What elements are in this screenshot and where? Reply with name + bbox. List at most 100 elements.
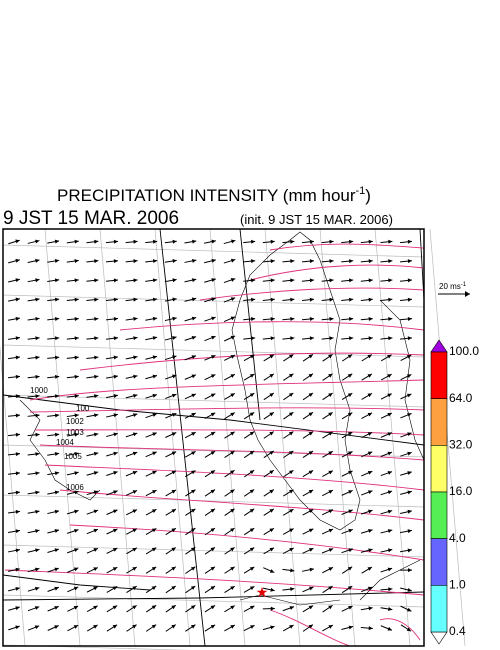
wind-arrow-head: [54, 606, 59, 610]
wind-arrow-head: [249, 431, 255, 436]
wind-arrow-head: [93, 471, 99, 475]
wind-arrow-head: [388, 239, 393, 244]
colorbar-label: 64.0: [449, 391, 473, 405]
wind-arrow-head: [54, 625, 59, 629]
wind-arrow-head: [388, 297, 393, 302]
wind-arrow-head: [190, 508, 196, 513]
wind-arrow-head: [249, 586, 255, 591]
wind-arrow-head: [308, 605, 314, 610]
wind-arrow-head: [113, 471, 118, 475]
wind-arrow-head: [348, 297, 354, 302]
wind-arrow-head: [288, 470, 294, 475]
wind-arrow-head: [309, 317, 314, 321]
wind-arrow-head: [407, 568, 412, 573]
wind-arrow-head: [387, 413, 392, 417]
wind-arrow-head: [211, 297, 216, 302]
wind-arrow-head: [269, 547, 274, 552]
wind-arrow-head: [249, 547, 255, 552]
wind-arrow-head: [172, 336, 177, 340]
wind-arrow-head: [191, 451, 196, 456]
wind-arrow-head: [190, 605, 196, 610]
wind-arrow-head: [191, 413, 196, 417]
wind-arrow-head: [132, 567, 137, 571]
wind-arrow-head: [348, 509, 353, 514]
wind-arrow-head: [367, 354, 372, 359]
wind-arrow-head: [210, 431, 216, 436]
wind-arrow-head: [74, 394, 79, 399]
wind-arrow-head: [133, 278, 138, 283]
wind-arrow-head: [348, 239, 354, 244]
graticule-line: [319, 228, 356, 647]
wind-arrow-head: [249, 470, 255, 475]
wind-arrow-head: [35, 529, 40, 534]
wind-arrow-head: [34, 567, 40, 572]
wind-arrow-head: [328, 625, 333, 629]
wind-arrow-head: [35, 490, 40, 495]
wind-arrow-head: [388, 259, 393, 264]
wind-arrow-head: [35, 432, 40, 437]
coast-path: [19, 399, 101, 501]
wind-arrow-head: [113, 413, 118, 418]
wind-arrow-head: [94, 336, 99, 341]
wind-arrow-head: [328, 431, 333, 436]
wind-arrow-head: [289, 606, 295, 610]
wind-arrow-head: [132, 528, 137, 533]
map-frame: [2, 228, 425, 647]
wind-arrow-head: [15, 625, 20, 630]
wind-arrow-head: [387, 548, 393, 553]
wind-arrow-head: [210, 566, 215, 571]
wind-arrow-head: [407, 297, 412, 302]
wind-arrow-head: [132, 547, 137, 552]
wind-arrow-head: [35, 239, 40, 244]
wind-arrow-head: [15, 316, 20, 321]
wind-arrow-head: [230, 451, 235, 455]
map: 1000 100 1002 1003 1004 1005 1006 ★: [0, 228, 466, 650]
wind-arrow-head: [54, 297, 60, 302]
wind-arrow-head: [210, 547, 215, 552]
wind-arrow-head: [249, 450, 255, 455]
wind-arrow-head: [15, 297, 20, 302]
isobar: [249, 264, 425, 281]
wind-arrow-head: [269, 470, 274, 475]
wind-arrow-head: [73, 548, 79, 552]
wind-arrow-head: [230, 393, 235, 398]
wind-arrow-head: [368, 278, 373, 283]
border-line: [159, 228, 206, 647]
isobar: [34, 429, 425, 436]
wind-arrow-head: [348, 490, 353, 494]
wind-arrow-head: [250, 259, 256, 264]
wind-arrow-head: [250, 625, 255, 629]
wind-arrow-head: [249, 528, 255, 533]
colorbar-label: 1.0: [449, 578, 466, 592]
location-star: ★: [256, 584, 269, 600]
wind-arrow-head: [230, 566, 235, 571]
wind-arrow-head: [308, 509, 314, 514]
wind-arrow-head: [406, 355, 412, 359]
wind-arrow-head: [74, 259, 79, 264]
wind-arrow-head: [74, 471, 79, 476]
wind-arrow-head: [93, 548, 98, 552]
wind-arrow-head: [54, 413, 60, 418]
isobar-label: 100: [76, 404, 90, 413]
wind-arrow-head: [308, 624, 313, 629]
wind-arrow-head: [172, 297, 177, 302]
wind-arrow-head: [152, 451, 157, 456]
wind-arrow-head: [289, 625, 294, 629]
wind-arrow-head: [211, 316, 216, 321]
wind-arrow-head: [288, 431, 294, 436]
wind-arrow-head: [230, 625, 235, 629]
wind-arrow-head: [15, 548, 20, 553]
wind-arrow-head: [210, 412, 216, 417]
wind-arrow-head: [210, 586, 215, 590]
wind-arrow-head: [230, 586, 235, 591]
wind-arrow-head: [367, 393, 373, 398]
graticule-line: [2, 644, 191, 650]
wind-arrow-head: [15, 586, 20, 591]
wind-arrow-head: [270, 297, 275, 302]
wind-arrow-head: [15, 258, 20, 263]
wind-arrow-head: [132, 432, 138, 437]
isobar-label: 1006: [66, 483, 84, 492]
wind-arrow-head: [249, 412, 255, 417]
wind-arrow-head: [407, 278, 412, 283]
wind-arrow-head: [93, 624, 98, 629]
